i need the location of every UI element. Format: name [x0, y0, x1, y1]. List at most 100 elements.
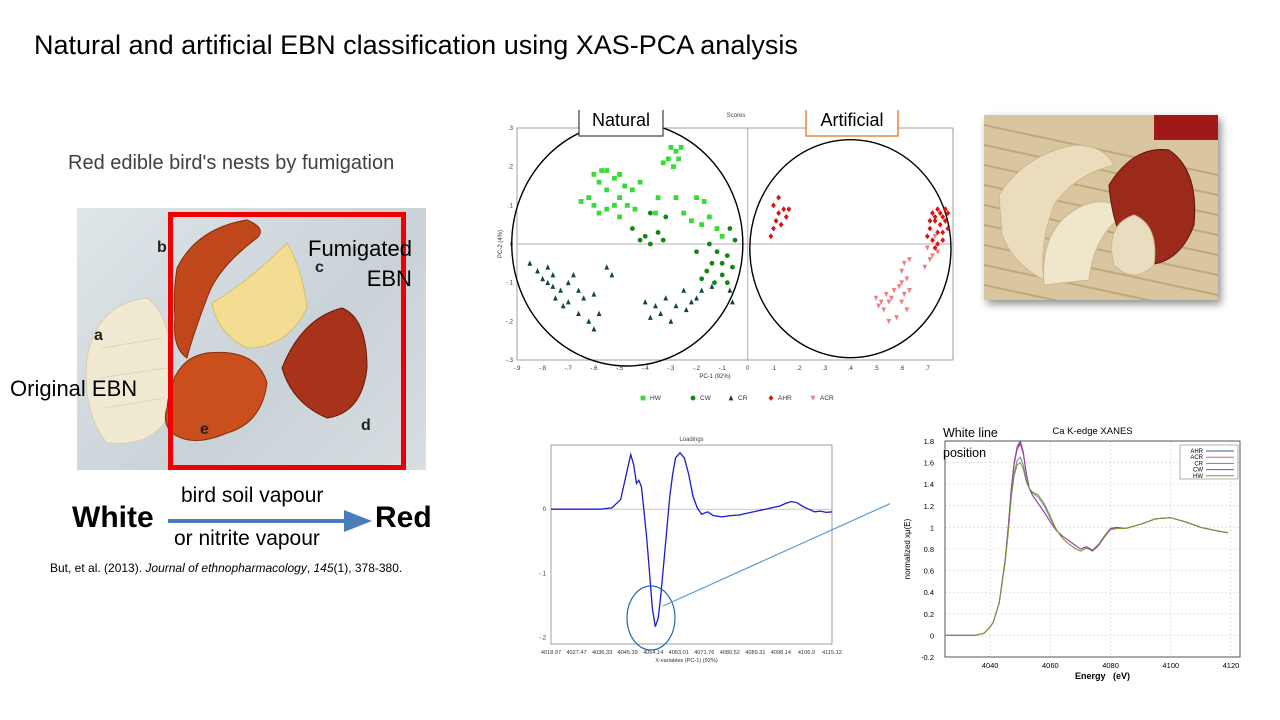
- xanes-frame: [944, 440, 1241, 658]
- scores-point-cr: [558, 287, 563, 293]
- scores-point-cr: [545, 279, 551, 286]
- loadings-ytick: -.1: [539, 571, 547, 577]
- scores-point-cr: [730, 299, 735, 305]
- scores-point-cr: [571, 272, 576, 278]
- scores-point-acr: [899, 268, 905, 274]
- scores-point-acr: [932, 233, 938, 240]
- loadings-xtick: 4071.76: [694, 650, 714, 656]
- scores-xtick: -.8: [539, 366, 547, 372]
- scores-xtick: -.2: [693, 366, 701, 372]
- xanes-ylabel: normalized xμ(E): [903, 518, 912, 579]
- scores-point-cw: [727, 226, 733, 231]
- scores-point-hw: [612, 202, 617, 208]
- scores-point-cr: [694, 295, 699, 301]
- scores-point-hw: [706, 214, 712, 220]
- scores-point-cw: [704, 268, 710, 274]
- citation: But, et al. (2013). Journal of ethnophar…: [50, 561, 402, 575]
- scores-point-ahr: [940, 229, 946, 236]
- scores-point-cw: [712, 280, 717, 286]
- scores-point-ahr: [768, 233, 774, 240]
- scores-point-ahr: [927, 217, 933, 224]
- fumigated-ebn-label: Fumigated EBN: [308, 234, 412, 294]
- scores-point-acr: [896, 284, 902, 290]
- scores-point-hw: [622, 183, 628, 189]
- scores-point-hw: [591, 172, 597, 177]
- loadings-xtick: 4089.31: [745, 650, 765, 656]
- scores-point-acr: [927, 257, 933, 263]
- loadings-xtick: 4115.12: [822, 650, 842, 656]
- loadings-xtick: 4098.14: [771, 650, 791, 656]
- scores-point-acr: [907, 288, 912, 294]
- loadings-xtick: 4027.47: [566, 650, 586, 656]
- xanes-ytick: 1.8: [924, 437, 934, 446]
- scores-point-cr: [647, 314, 653, 320]
- xanes-xtick: 4080: [1102, 661, 1119, 670]
- red-word: Red: [375, 501, 432, 534]
- scores-point-hw: [676, 156, 681, 162]
- scores-point-acr: [881, 307, 887, 313]
- scores-point-hw: [665, 156, 671, 162]
- scores-point-cw: [694, 249, 699, 255]
- scores-point-cr: [540, 275, 546, 282]
- scores-point-hw: [604, 187, 610, 193]
- scores-point-ahr: [924, 233, 930, 240]
- scores-point-acr: [883, 291, 889, 298]
- citation-authors: But, et al. (2013).: [50, 561, 146, 575]
- natural-box-frame: [578, 110, 664, 137]
- scores-point-cr: [642, 299, 648, 305]
- photo-letter-a: a: [94, 327, 103, 344]
- scores-point-cr: [658, 310, 664, 316]
- xanes-ytick: 0.4: [924, 588, 934, 597]
- loadings-xtick: 4063.01: [669, 650, 689, 656]
- scores-point-hw: [617, 214, 622, 220]
- scores-xlabel: PC-1 (92%): [699, 374, 730, 380]
- xanes-line-hw: [945, 461, 1229, 636]
- loadings-ytick: -.2: [539, 636, 547, 642]
- scores-point-acr: [904, 307, 910, 313]
- scores-point-cw: [732, 237, 738, 243]
- scores-point-acr: [924, 245, 930, 251]
- natural-label-box: Natural: [578, 110, 664, 137]
- scores-point-cw: [660, 237, 666, 243]
- scores-point-acr: [891, 288, 897, 294]
- scores-point-cr: [653, 302, 658, 309]
- xanes-legend-label: CW: [1193, 468, 1203, 474]
- xanes-ytick: 0.6: [924, 567, 934, 576]
- scores-legend-marker-ahr: [768, 395, 774, 401]
- slide-title: Natural and artificial EBN classificatio…: [34, 30, 798, 60]
- scores-point-ahr: [776, 194, 781, 201]
- scores-point-hw: [604, 168, 610, 173]
- xanes-xtick: 4120: [1223, 661, 1240, 670]
- scores-ytick: -.1: [506, 281, 514, 287]
- scores-point-cw: [719, 272, 725, 278]
- xanes-ytick: 1.6: [924, 459, 934, 468]
- xanes-title: Ca K-edge XANES: [1052, 426, 1132, 437]
- scores-point-cr: [591, 326, 597, 332]
- loadings-xtick: 4036.33: [592, 650, 612, 656]
- scores-point-acr: [886, 318, 892, 325]
- loadings-ytick: 0: [543, 507, 547, 513]
- scores-point-cr: [560, 302, 566, 309]
- scores-point-cw: [730, 264, 735, 270]
- scores-point-hw: [681, 210, 687, 216]
- scores-point-cr: [683, 306, 689, 313]
- scores-point-hw: [694, 195, 699, 200]
- scores-legend-label: HW: [650, 395, 662, 402]
- scores-point-hw: [599, 168, 605, 173]
- scores-xtick: 0: [746, 366, 750, 372]
- scores-point-hw: [660, 160, 666, 166]
- artificial-label-box: Artificial: [805, 110, 899, 137]
- fumigated-highlight-box: [168, 212, 406, 470]
- scores-point-acr: [878, 299, 884, 305]
- scores-point-cw: [719, 260, 725, 266]
- scores-point-cr: [576, 287, 581, 293]
- scores-point-acr: [886, 299, 892, 305]
- scores-point-ahr: [781, 206, 787, 213]
- citation-rest: (1), 378-380.: [333, 561, 403, 575]
- xanes-ytick: 0: [930, 631, 934, 640]
- scores-point-cr: [565, 279, 571, 286]
- scores-point-hw: [678, 144, 684, 150]
- scores-point-cr: [527, 260, 533, 266]
- xanes-ytick: 0.8: [924, 545, 934, 554]
- scores-point-ahr: [927, 225, 933, 232]
